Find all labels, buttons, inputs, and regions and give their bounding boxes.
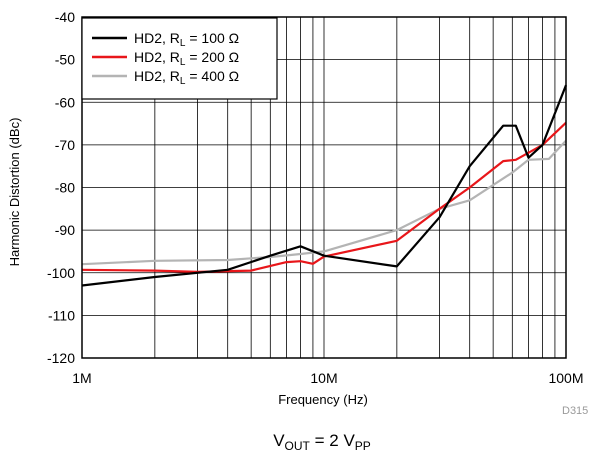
y-axis-title: Harmonic Distortion (dBc) — [7, 118, 22, 267]
legend-box — [81, 17, 278, 100]
y-tick-label: -40 — [55, 9, 75, 25]
plot-frame — [81, 16, 567, 359]
x-tick-label: 10M — [310, 370, 337, 386]
series-line-1 — [81, 84, 568, 287]
caption-pp-subscript: PP — [355, 439, 371, 453]
y-tick-label: -90 — [55, 222, 75, 238]
y-tick-label: -80 — [55, 180, 75, 196]
x-tick-labels: 1M 10M 100M — [72, 370, 583, 386]
caption-out-subscript: OUT — [285, 439, 311, 453]
legend-label-2: HD2, RL = 200 Ω — [134, 49, 239, 68]
y-tick-label: -60 — [55, 94, 75, 110]
y-tick-label: -100 — [47, 265, 75, 281]
y-tick-labels: -40 -50 -60 -70 -80 -90 -100 -110 -120 — [47, 9, 75, 366]
caption-v: V — [273, 431, 285, 450]
legend-label-3: HD2, RL = 400 Ω — [134, 68, 239, 87]
figure-id: D315 — [562, 405, 588, 417]
y-tick-label: -50 — [55, 52, 75, 68]
caption-middle: = 2 V — [310, 431, 356, 450]
y-tick-label: -70 — [55, 137, 75, 153]
y-tick-label: -120 — [47, 350, 75, 366]
x-axis-title: Frequency (Hz) — [278, 392, 368, 407]
series-line-3 — [81, 139, 567, 266]
x-tick-label: 100M — [548, 370, 583, 386]
legend-label-1: HD2, RL = 100 Ω — [134, 30, 239, 49]
series-lines — [81, 84, 568, 287]
caption: VOUT = 2 VPP — [273, 431, 371, 453]
y-tick-label: -110 — [48, 307, 75, 323]
x-tick-label: 1M — [72, 370, 91, 386]
